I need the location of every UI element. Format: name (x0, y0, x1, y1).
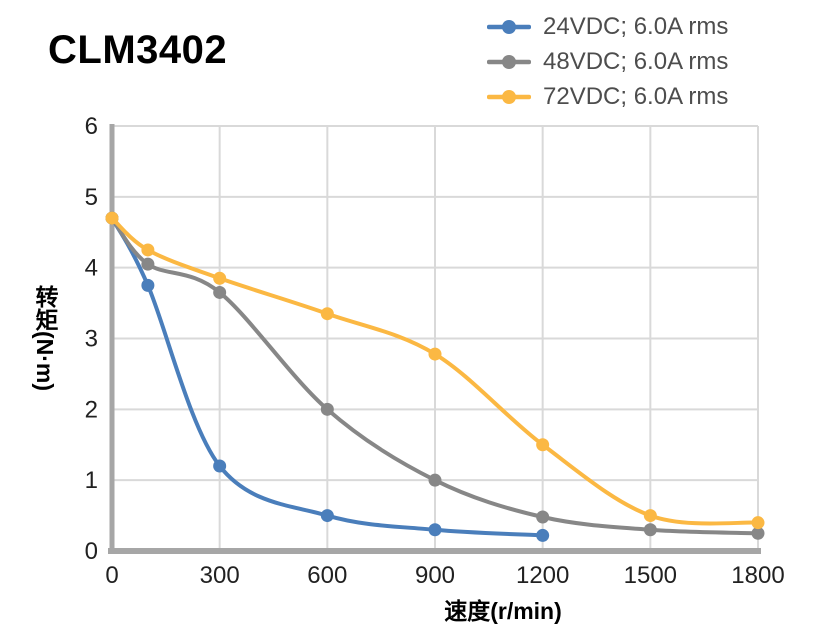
data-point-24vdc (141, 278, 155, 292)
y-axis-title: 转矩(N·m) (32, 285, 58, 392)
y-tick-label: 4 (85, 255, 98, 282)
legend-marker-icon (487, 19, 531, 34)
data-point-48vdc (428, 473, 442, 487)
data-point-72vdc (105, 211, 119, 225)
data-point-72vdc (141, 243, 155, 257)
legend-label: 24VDC; 6.0A rms (543, 12, 729, 40)
data-point-72vdc (536, 438, 550, 452)
y-tick-label: 1 (85, 467, 98, 494)
x-tick-label: 1200 (516, 562, 569, 589)
data-point-72vdc (643, 509, 657, 523)
y-tick-label: 2 (85, 396, 98, 423)
x-tick-label: 300 (200, 562, 240, 589)
data-point-48vdc (141, 257, 155, 271)
x-tick-label: 0 (105, 562, 118, 589)
data-point-72vdc (320, 307, 334, 321)
legend-item-72vdc: 72VDC; 6.0A rms (487, 82, 728, 111)
legend-item-48vdc: 48VDC; 6.0A rms (487, 47, 728, 76)
legend-item-24vdc: 24VDC; 6.0A rms (487, 12, 728, 41)
data-point-48vdc (751, 526, 765, 540)
x-tick-label: 600 (307, 562, 347, 589)
chart-legend: 24VDC; 6.0A rms 48VDC; 6.0A rms 72VDC; 6.0… (487, 12, 728, 111)
data-point-48vdc (643, 523, 657, 537)
y-tick-label: 0 (85, 538, 98, 565)
x-tick-label: 900 (415, 562, 455, 589)
x-tick-label: 1800 (731, 562, 784, 589)
data-point-24vdc (320, 509, 334, 523)
data-point-48vdc (213, 285, 227, 299)
legend-label: 48VDC; 6.0A rms (543, 47, 729, 75)
data-point-72vdc (213, 271, 227, 285)
data-point-24vdc (213, 459, 227, 473)
y-tick-label: 3 (85, 326, 98, 353)
data-point-48vdc (320, 402, 334, 416)
data-point-24vdc (428, 523, 442, 537)
series-line-48vdc (110, 216, 760, 536)
page-title: CLM3402 (48, 28, 228, 72)
data-point-72vdc (428, 347, 442, 361)
x-axis-title: 速度(r/min) (444, 598, 562, 624)
legend-marker-icon (487, 89, 531, 104)
y-tick-label: 6 (85, 113, 98, 140)
data-point-48vdc (536, 510, 550, 524)
legend-label: 72VDC; 6.0A rms (543, 82, 729, 110)
data-point-24vdc (536, 528, 550, 542)
x-tick-label: 1500 (624, 562, 677, 589)
data-point-72vdc (751, 516, 765, 530)
y-tick-label: 5 (85, 184, 98, 211)
legend-marker-icon (487, 54, 531, 69)
